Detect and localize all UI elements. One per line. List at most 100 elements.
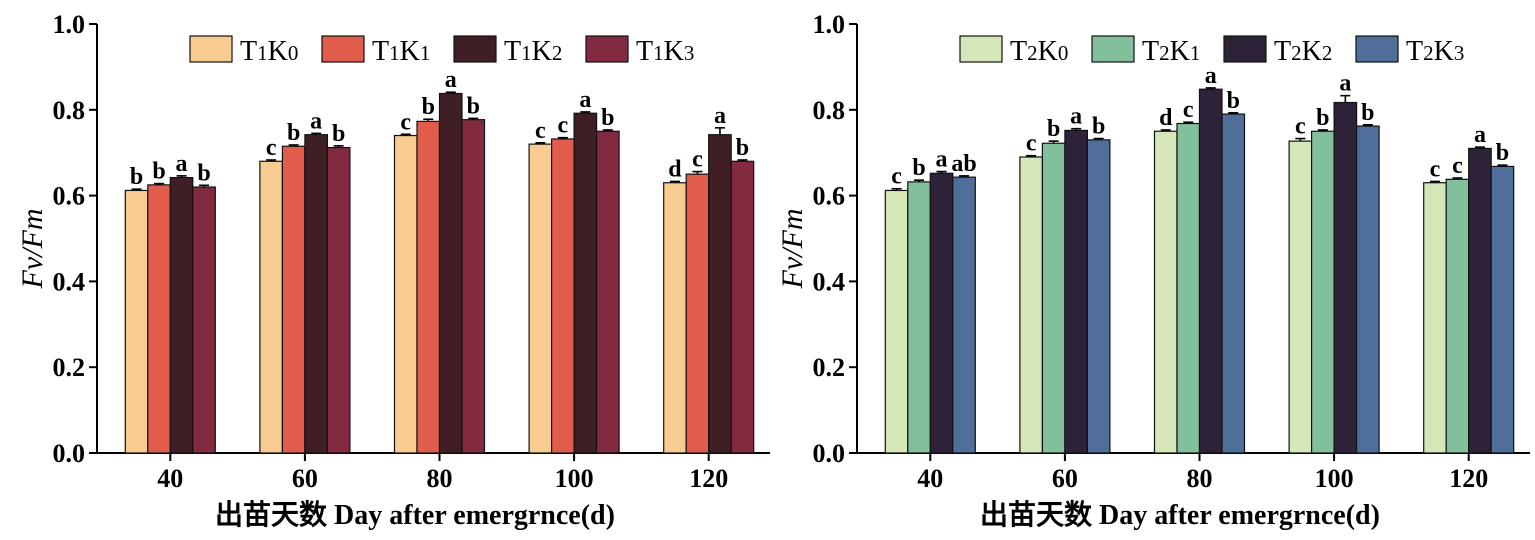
significance-label: c: [1430, 156, 1441, 182]
bar-T2K1-40: [907, 181, 931, 454]
significance-label: a: [579, 87, 591, 113]
bar-T2K0-60: [1019, 156, 1044, 454]
x-tick-label: 80: [427, 464, 453, 493]
bar-T2K3-60: [1086, 139, 1111, 454]
y-tick-label: 0.4: [813, 267, 846, 296]
bar-T2K1-100: [1310, 130, 1335, 454]
legend-label-T2K3: T2K3: [1406, 36, 1464, 67]
x-tick-label: 60: [1052, 464, 1078, 493]
significance-label: c: [535, 118, 546, 144]
y-tick-label: 0.4: [53, 267, 86, 296]
y-tick-label: 0.2: [53, 353, 86, 382]
bar-T1K3-40: [192, 186, 216, 454]
significance-label: b: [1047, 116, 1060, 142]
significance-label: a: [1474, 122, 1486, 148]
significance-label: c: [1183, 97, 1194, 123]
bar-T1K1-120: [685, 173, 710, 454]
legend-label-T1K0: T1K0: [240, 36, 298, 67]
significance-label: b: [287, 120, 300, 146]
significance-label: b: [736, 135, 749, 161]
bar-T2K3-40: [952, 176, 976, 454]
significance-label: c: [1026, 131, 1037, 157]
significance-label: a: [1205, 63, 1217, 89]
significance-label: c: [891, 164, 902, 190]
legend-label-T2K2: T2K2: [1274, 36, 1332, 67]
bar-T2K2-120: [1468, 147, 1492, 454]
y-tick-label: 0.6: [813, 182, 846, 211]
x-tick-label: 120: [689, 464, 728, 493]
y-tick-label: 0.0: [813, 439, 846, 468]
legend-swatch-T2K3: [1355, 35, 1399, 63]
significance-label: a: [936, 147, 948, 173]
significance-label: ab: [951, 151, 976, 177]
significance-label: b: [1092, 114, 1105, 140]
bar-T2K2-80: [1198, 88, 1223, 454]
bar-T1K2-120: [708, 134, 732, 454]
bar-T2K0-40: [884, 189, 909, 454]
significance-label: d: [668, 156, 682, 182]
bar-T2K0-100: [1288, 140, 1313, 454]
significance-label: c: [1295, 114, 1306, 140]
legend-swatch-T1K1: [321, 35, 365, 63]
bar-T1K0-120: [663, 182, 687, 454]
bar-T2K3-80: [1221, 113, 1246, 454]
bar-T2K0-120: [1423, 182, 1447, 454]
x-axis-title: 出苗天数 Day after emergrnce(d): [980, 499, 1380, 531]
significance-label: c: [1452, 153, 1463, 179]
significance-label: b: [1227, 88, 1240, 114]
significance-label: a: [310, 108, 322, 134]
x-tick-label: 100: [1315, 464, 1354, 493]
significance-label: a: [1070, 104, 1082, 130]
x-tick-label: 80: [1187, 464, 1213, 493]
y-axis-title: Fv/Fm: [776, 209, 809, 290]
bar-T1K3-100: [595, 130, 620, 454]
x-tick-label: 120: [1449, 464, 1488, 493]
significance-label: c: [266, 135, 277, 161]
y-tick-label: 0.6: [53, 182, 86, 211]
legend-swatch-T2K1: [1091, 35, 1135, 63]
significance-label: a: [1339, 71, 1351, 97]
bar-T1K1-40: [147, 184, 171, 454]
bar-T1K1-80: [416, 120, 441, 454]
legend-swatch-T1K0: [189, 35, 233, 63]
y-tick-label: 1.0: [53, 10, 86, 39]
significance-label: b: [152, 159, 165, 185]
y-tick-label: 1.0: [813, 10, 846, 39]
significance-label: b: [1496, 140, 1509, 166]
y-axis-title: Fv/Fm: [16, 209, 49, 290]
y-tick-label: 0.8: [813, 96, 846, 125]
legend-swatch-T1K2: [453, 35, 497, 63]
legend-label-T2K1: T2K1: [1142, 36, 1200, 67]
x-tick-label: 40: [917, 464, 943, 493]
bar-T2K3-120: [1490, 165, 1515, 454]
significance-label: b: [422, 94, 435, 120]
bar-T1K0-100: [528, 143, 553, 454]
bar-T1K2-60: [304, 134, 328, 454]
bar-T2K2-40: [929, 172, 954, 454]
legend-label-T1K2: T1K2: [504, 36, 562, 67]
bar-T2K2-60: [1064, 129, 1089, 454]
x-tick-label: 40: [157, 464, 183, 493]
significance-label: b: [1361, 100, 1374, 126]
bar-T1K1-60: [281, 145, 306, 454]
significance-label: b: [197, 160, 210, 186]
y-tick-label: 0.8: [53, 96, 86, 125]
x-tick-label: 60: [292, 464, 318, 493]
legend-swatch-T2K2: [1223, 35, 1267, 63]
legend-label-T2K0: T2K0: [1010, 36, 1068, 67]
significance-label: a: [176, 151, 188, 177]
bar-T1K0-80: [393, 134, 418, 454]
significance-label: b: [601, 105, 614, 131]
x-axis-title: 出苗天数 Day after emergrnce(d): [215, 499, 615, 531]
y-tick-label: 0.2: [813, 353, 846, 382]
significance-label: a: [445, 67, 457, 93]
bar-T2K2-100: [1333, 101, 1358, 454]
bar-T1K3-60: [326, 146, 351, 454]
bar-T1K0-60: [259, 160, 283, 454]
x-tick-label: 100: [555, 464, 594, 493]
significance-label: b: [467, 93, 480, 119]
